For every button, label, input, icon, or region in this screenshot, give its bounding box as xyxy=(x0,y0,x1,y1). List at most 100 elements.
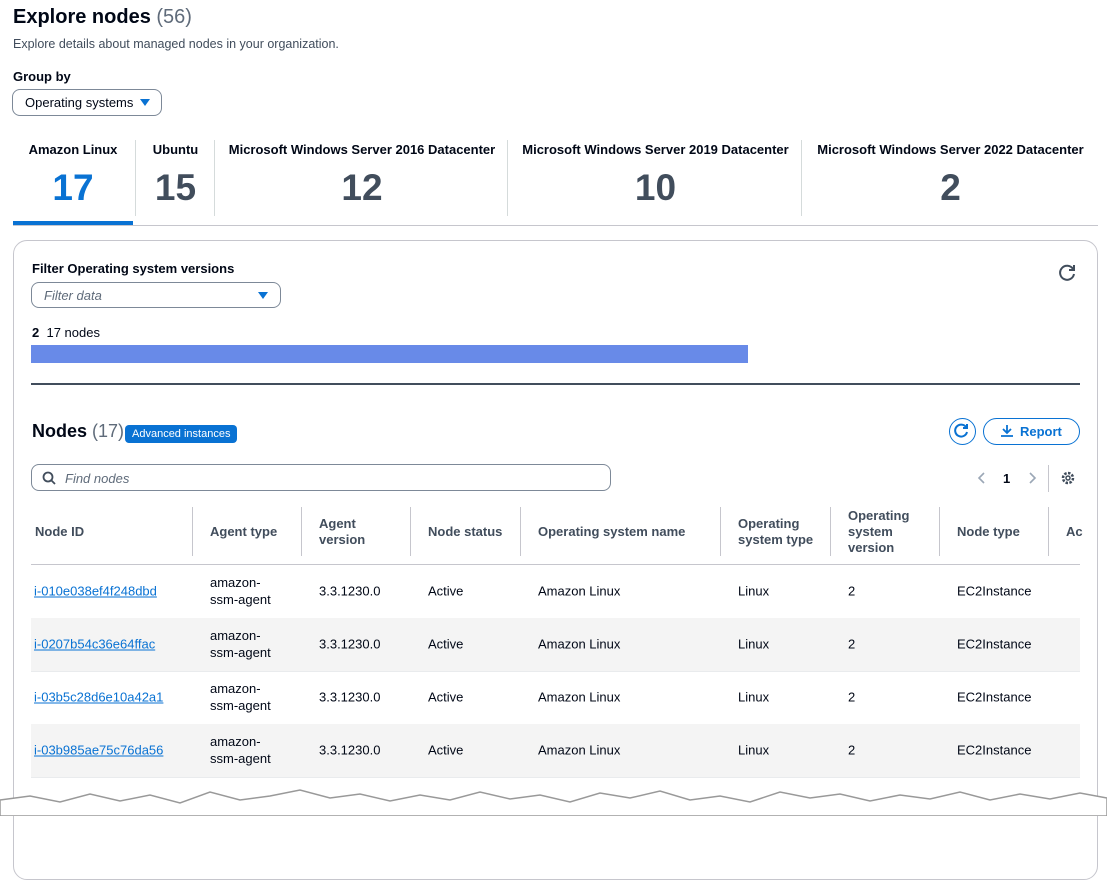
report-button[interactable]: Report xyxy=(983,418,1080,445)
node-id-link[interactable]: i-010e038ef4f248dbd xyxy=(34,583,157,599)
cell: Active xyxy=(428,636,464,652)
tabs-border xyxy=(13,225,1098,226)
nodes-title: Nodes (17) xyxy=(32,421,124,442)
version: 2 xyxy=(32,325,40,340)
column-header: Ac xyxy=(1066,524,1083,539)
tab[interactable]: Microsoft Windows Server 2016 Datacenter… xyxy=(216,135,508,221)
column-divider xyxy=(939,507,940,556)
filter-label: Filter Operating system versions xyxy=(32,261,235,276)
tab[interactable]: Amazon Linux 17 xyxy=(13,135,133,221)
report-label: Report xyxy=(1020,424,1062,439)
cell: EC2Instance xyxy=(957,689,1032,705)
torn-edge xyxy=(0,789,1107,816)
title-count: (56) xyxy=(156,6,192,28)
cell: 3.3.1230.0 xyxy=(319,583,381,599)
column-header: Node ID xyxy=(35,524,85,539)
tab[interactable]: Microsoft Windows Server 2022 Datacenter… xyxy=(803,135,1098,221)
tab-count: 2 xyxy=(940,167,961,208)
cell: 2 xyxy=(848,689,856,705)
search-input[interactable]: Find nodes xyxy=(31,464,611,491)
page-title: Explore nodes (56) xyxy=(13,6,192,29)
column-header: Agent version xyxy=(319,516,366,547)
version-bar[interactable] xyxy=(31,345,748,363)
tab[interactable]: Ubuntu 15 xyxy=(137,135,214,221)
cell: amazon-ssm-agent xyxy=(210,628,271,660)
cell: 3.3.1230.0 xyxy=(319,636,381,652)
cell: Amazon Linux xyxy=(538,636,621,652)
download-icon xyxy=(1001,425,1013,437)
caret xyxy=(140,99,150,106)
cell: Amazon Linux xyxy=(538,689,621,705)
table-header-border xyxy=(31,564,1080,565)
row-shade xyxy=(31,618,1080,671)
settings-icon[interactable] xyxy=(1060,470,1076,486)
cell: 2 xyxy=(848,636,856,652)
nodes-title-text: Nodes xyxy=(32,421,88,441)
badge: Advanced instances xyxy=(125,425,238,443)
tab-label: Microsoft Windows Server 2019 Datacenter xyxy=(522,142,789,157)
description: Explore details about managed nodes in y… xyxy=(13,37,339,51)
refresh-button[interactable] xyxy=(949,418,976,445)
cell: 3.3.1230.0 xyxy=(319,689,381,705)
tab-label: Ubuntu xyxy=(152,142,199,157)
group-by-label: Group by xyxy=(13,69,71,84)
cell: amazon-ssm-agent xyxy=(210,681,271,713)
column-header: Operating system type xyxy=(738,516,814,547)
refresh-icon xyxy=(954,423,968,438)
node-id-link[interactable]: i-03b5c28d6e10a42a1 xyxy=(34,689,164,705)
tab-label: Amazon Linux xyxy=(28,142,118,157)
cell: Linux xyxy=(738,636,770,652)
cell: EC2Instance xyxy=(957,583,1032,599)
node-id-link[interactable]: i-03b985ae75c76da56 xyxy=(34,742,164,758)
tab-separator xyxy=(507,140,508,216)
search-icon xyxy=(42,471,56,485)
tab-count: 15 xyxy=(154,167,197,208)
cell: 3.3.1230.0 xyxy=(319,742,381,758)
divider xyxy=(31,383,1080,385)
nodes-count: (17) xyxy=(92,421,125,441)
cell: Amazon Linux xyxy=(538,583,621,599)
tab-count: 12 xyxy=(341,167,383,208)
caret xyxy=(258,292,268,299)
cell: Active xyxy=(428,689,464,705)
row-border xyxy=(31,777,1080,778)
cell: 2 xyxy=(848,742,856,758)
column-divider xyxy=(301,507,302,556)
version-row: 2 17 nodes xyxy=(32,325,100,340)
filter-placeholder: Filter data xyxy=(44,288,102,303)
tab-count: 17 xyxy=(52,167,94,208)
title-text: Explore nodes xyxy=(13,6,151,28)
column-divider xyxy=(192,507,193,556)
column-header: Node type xyxy=(957,524,1020,539)
cell: Active xyxy=(428,742,464,758)
tab-label: Microsoft Windows Server 2022 Datacenter xyxy=(817,142,1084,157)
cell: amazon-ssm-agent xyxy=(210,734,271,766)
tab-count: 10 xyxy=(634,167,677,208)
row-border xyxy=(31,671,1080,672)
page: Explore nodes (56) Explore details about… xyxy=(0,6,1107,880)
group-by-select[interactable]: Operating systems xyxy=(12,89,162,116)
row-shade xyxy=(31,724,1080,777)
cell: EC2Instance xyxy=(957,742,1032,758)
column-divider xyxy=(520,507,521,556)
divider xyxy=(1048,465,1049,492)
prev-page[interactable] xyxy=(977,471,987,485)
search-placeholder: Find nodes xyxy=(65,471,130,486)
tab-label: Microsoft Windows Server 2016 Datacenter xyxy=(228,142,496,157)
tab-separator xyxy=(214,140,215,216)
column-header: Node status xyxy=(428,524,503,539)
active-tab-indicator xyxy=(13,221,133,225)
cell: Linux xyxy=(738,742,770,758)
column-header: Operating system version xyxy=(848,508,910,555)
cell: amazon-ssm-agent xyxy=(210,575,271,607)
page-number[interactable]: 1 xyxy=(1003,471,1011,486)
tab[interactable]: Microsoft Windows Server 2019 Datacenter… xyxy=(509,135,802,221)
column-divider xyxy=(830,507,831,556)
next-page[interactable] xyxy=(1027,471,1037,485)
node-id-link[interactable]: i-0207b54c36e64ffac xyxy=(34,636,156,652)
cell: Linux xyxy=(738,583,770,599)
filter-input[interactable]: Filter data xyxy=(31,282,281,308)
refresh-icon[interactable] xyxy=(1059,264,1077,282)
cell: Active xyxy=(428,583,464,599)
column-header: Operating system name xyxy=(538,524,686,539)
